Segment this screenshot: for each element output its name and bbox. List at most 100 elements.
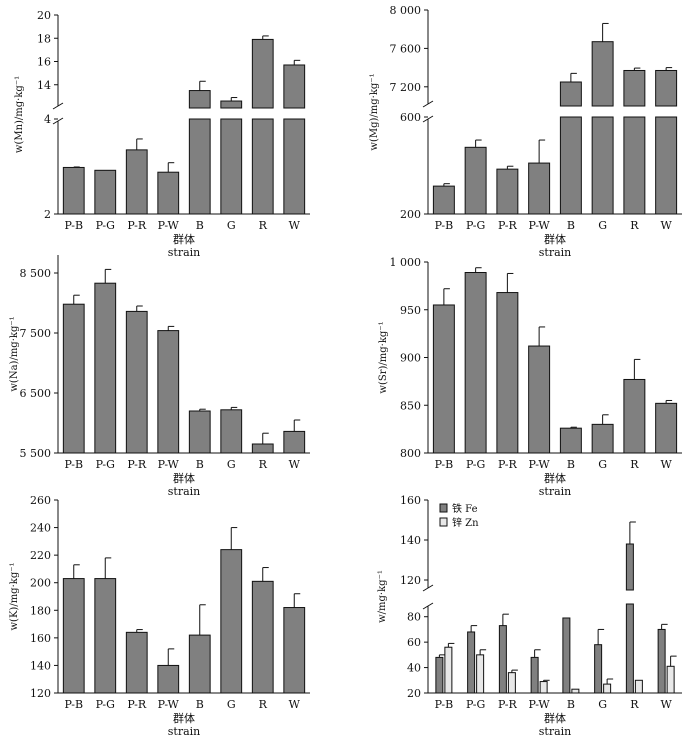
y-axis-title: w/mg·kg⁻¹ xyxy=(377,570,388,623)
x-tick-label: W xyxy=(660,219,672,232)
legend-swatch xyxy=(439,517,448,527)
x-tick-label: P-W xyxy=(158,219,180,232)
y-tick-label: 140 xyxy=(400,534,421,547)
bar-zn-P-G xyxy=(476,654,485,694)
x-axis-title-en: strain xyxy=(539,485,571,498)
bar-P-W xyxy=(157,330,180,454)
bar-fe-W xyxy=(657,628,666,694)
axis-break-mark xyxy=(422,115,434,123)
y-tick-label: 950 xyxy=(400,304,421,317)
x-tick-label: P-B xyxy=(435,219,454,232)
bar-R xyxy=(251,38,274,109)
y-tick-label: 60 xyxy=(407,636,421,649)
bar-W xyxy=(283,430,306,454)
x-tick-label: P-G xyxy=(96,219,115,232)
bar-fe-R xyxy=(625,543,634,591)
bar-zn-B xyxy=(571,688,580,694)
x-tick-label: P-B xyxy=(64,698,83,711)
x-tick-label: P-R xyxy=(498,698,518,711)
x-axis-title-zh: 群体 xyxy=(544,471,566,485)
bar-P-W xyxy=(528,162,551,215)
bar-zn-P-B xyxy=(444,646,453,694)
x-tick-label: G xyxy=(227,219,236,232)
bar-R-lower xyxy=(251,118,274,215)
x-tick-label: P-G xyxy=(96,698,115,711)
x-tick-label: G xyxy=(227,458,236,471)
bar-G-lower xyxy=(220,118,243,215)
bar-B-lower xyxy=(559,116,582,215)
bar-G xyxy=(220,100,243,109)
y-tick-label: 1 000 xyxy=(390,256,422,269)
bar-P-G xyxy=(94,169,117,215)
bar-G xyxy=(591,41,614,107)
bar-G-lower xyxy=(591,116,614,215)
chart-panel-4: 800 850 900 950 1 000 P-B P-G P-R P-W B G R W 群体strai… xyxy=(378,256,682,498)
y-tick-label: 2 xyxy=(44,208,51,221)
axis-break-mark xyxy=(52,117,64,125)
bar-G xyxy=(220,409,243,454)
x-tick-label: B xyxy=(567,698,575,711)
chart-panel-6: 20 40 60 80 120 140 160 铁 Fe锌 Zn P-B P-G P-R P-W B G R… xyxy=(377,494,682,738)
y-tick-label: 20 xyxy=(37,9,51,22)
x-tick-label: G xyxy=(227,698,236,711)
y-tick-label: 8 000 xyxy=(390,4,422,17)
x-axis-title-zh: 群体 xyxy=(173,471,195,485)
y-tick-label: 120 xyxy=(30,687,51,700)
y-axis-title: w(Sr)/mg·kg⁻¹ xyxy=(378,321,389,393)
y-tick-label: 600 xyxy=(400,111,421,124)
bar-fe-P-G xyxy=(467,631,476,694)
x-tick-label: W xyxy=(289,219,301,232)
bar-fe-B xyxy=(562,617,571,694)
x-tick-label: B xyxy=(567,219,575,232)
bar-G xyxy=(220,549,243,694)
axis-break-mark xyxy=(422,100,434,108)
x-tick-label: P-G xyxy=(466,219,485,232)
axis-break-mark xyxy=(422,584,434,592)
y-tick-label: 40 xyxy=(407,662,421,675)
bar-zn-P-W xyxy=(539,681,548,694)
x-tick-label: W xyxy=(289,698,301,711)
bar-zn-W xyxy=(666,665,675,694)
x-axis-title-en: strain xyxy=(539,725,571,738)
y-tick-label: 18 xyxy=(37,32,51,45)
y-tick-label: 120 xyxy=(400,574,421,587)
bar-W-lower xyxy=(655,116,678,215)
chart-panel-5: 120 140 160 180 200 220 240 260 P-B P-G P-R P-W B G R W… xyxy=(9,494,310,738)
bar-P-W xyxy=(157,664,180,694)
x-tick-label: B xyxy=(196,219,204,232)
x-tick-label: P-R xyxy=(498,219,518,232)
bar-fe-R-lower xyxy=(625,603,634,694)
bar-R-lower xyxy=(623,116,646,215)
x-tick-label: P-G xyxy=(96,458,115,471)
y-axis-title: w(Mg)/mg·kg⁻¹ xyxy=(369,73,380,150)
bar-W xyxy=(283,607,306,694)
y-tick-label: 180 xyxy=(30,604,51,617)
chart-panel-2: 200 600 7 200 7 600 8 000 P-B P-G P-R P-W B G R W 群体s… xyxy=(369,4,682,259)
x-tick-label: W xyxy=(660,698,672,711)
y-tick-label: 160 xyxy=(30,632,51,645)
bar-B xyxy=(559,427,582,454)
y-tick-label: 220 xyxy=(30,549,51,562)
bar-P-R xyxy=(125,149,148,215)
x-axis-title-en: strain xyxy=(168,485,200,498)
y-tick-label: 200 xyxy=(400,208,421,221)
x-tick-label: P-W xyxy=(529,458,551,471)
y-tick-label: 6 500 xyxy=(20,387,52,400)
y-axis-title: w(K)/mg·kg⁻¹ xyxy=(9,562,20,630)
bar-B-lower xyxy=(188,118,211,215)
bar-P-W xyxy=(157,171,180,215)
y-axis-title: w(Na)/mg·kg⁻¹ xyxy=(9,316,20,391)
bar-P-W xyxy=(528,345,551,454)
y-tick-label: 800 xyxy=(400,447,421,460)
bar-fe-P-W xyxy=(530,656,539,694)
bar-zn-G xyxy=(603,683,612,694)
x-tick-label: B xyxy=(196,698,204,711)
x-tick-label: P-W xyxy=(529,219,551,232)
bar-R xyxy=(623,69,646,107)
bar-fe-P-R xyxy=(498,625,507,694)
bar-P-B xyxy=(62,303,85,454)
y-tick-label: 7 200 xyxy=(390,81,422,94)
legend-label-2: 锌 Zn xyxy=(452,516,479,529)
bar-P-R xyxy=(496,168,519,215)
